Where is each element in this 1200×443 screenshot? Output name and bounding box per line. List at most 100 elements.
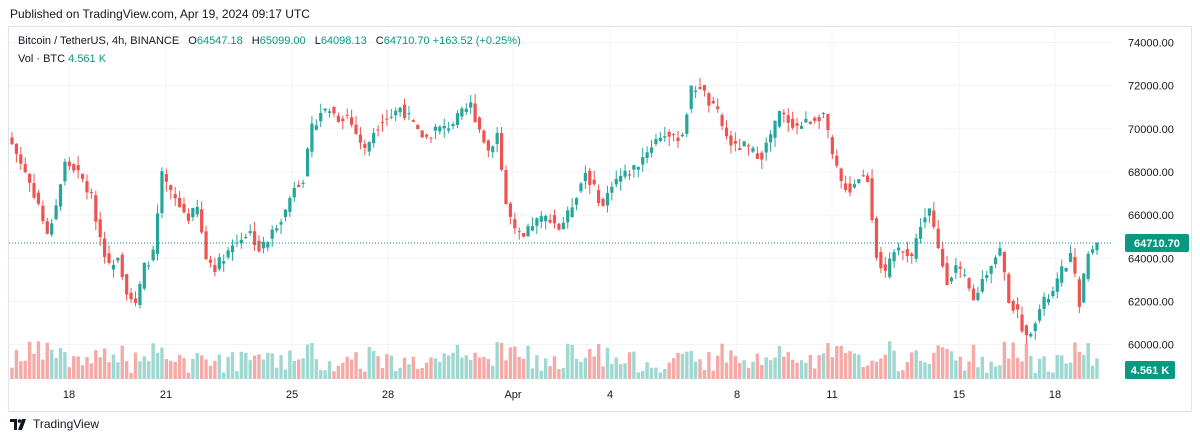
candle-body — [442, 126, 446, 129]
volume-bar — [751, 361, 755, 379]
volume-bar — [389, 355, 394, 379]
candle-body — [1060, 266, 1064, 283]
volume-bar — [349, 359, 354, 379]
volume-bar — [627, 352, 632, 379]
volume-bar — [433, 358, 438, 379]
volume-bar — [124, 361, 129, 379]
candle-body — [918, 227, 923, 239]
candle-body — [760, 152, 764, 160]
candle-body — [879, 252, 883, 269]
candle-body — [799, 125, 804, 129]
candle-body — [989, 265, 993, 274]
tradingview-logo-icon — [10, 418, 28, 430]
candle-body — [548, 219, 552, 223]
volume-bar — [10, 367, 14, 379]
candle-body — [923, 217, 927, 223]
last-volume-label: 4.561 K — [1131, 365, 1170, 377]
volume-bar — [222, 372, 226, 379]
candle-body — [191, 208, 195, 218]
candle-body — [777, 110, 782, 127]
volume-bar — [782, 356, 786, 379]
price-axis[interactable]: 74000.00 72000.00 70000.00 68000.00 66000.00… — [1128, 37, 1174, 351]
candle-body — [685, 114, 689, 134]
volume-bar — [888, 341, 892, 379]
last-price-line: 64710.70 4.561 K — [9, 233, 1189, 379]
volume-bar — [1060, 355, 1064, 379]
candle-body — [433, 126, 438, 131]
volume-bar — [711, 370, 715, 379]
grid — [9, 27, 1112, 383]
volume-bar — [160, 347, 164, 379]
candle-body — [469, 102, 473, 108]
candle-body — [372, 132, 376, 144]
candle-body — [266, 242, 270, 248]
volume-bar — [464, 355, 468, 379]
volume-bar — [857, 354, 861, 379]
volume-bar — [927, 363, 932, 379]
candle-body — [522, 233, 526, 237]
candle-body — [72, 164, 76, 171]
candle-body — [830, 137, 834, 155]
candle-body — [769, 134, 773, 143]
candle-body — [420, 130, 424, 138]
volume-bar — [36, 341, 41, 379]
candle-body — [275, 228, 279, 231]
candle-body — [791, 118, 795, 128]
candle-body — [566, 210, 570, 223]
candle-body — [178, 197, 182, 208]
candle-body — [76, 165, 80, 171]
candle-body — [866, 175, 870, 182]
volume-bar — [19, 361, 23, 379]
candle-body — [641, 157, 645, 165]
candle-body — [967, 278, 971, 289]
candle-body — [605, 193, 610, 206]
volume-bar — [252, 355, 257, 379]
candle-body — [499, 133, 504, 170]
volume-bar — [614, 357, 618, 379]
volume-bar — [795, 362, 799, 379]
candle-body — [976, 292, 980, 301]
candle-body — [720, 115, 724, 127]
time-axis[interactable]: 18 21 25 28 Apr 4 8 11 15 18 — [63, 389, 1061, 401]
volume-bar — [821, 353, 826, 379]
candle-body — [358, 134, 363, 143]
candle-body — [627, 174, 632, 176]
candle-body — [288, 198, 292, 212]
candle-body — [808, 121, 812, 124]
footer-brand[interactable]: TradingView — [10, 417, 99, 431]
volume-bar — [438, 361, 442, 379]
candle-body — [861, 175, 865, 177]
volume-bar — [261, 359, 266, 379]
volume-bar — [932, 352, 936, 379]
volume-bar — [790, 359, 795, 379]
volume-bar — [671, 358, 676, 379]
candle-body — [579, 183, 583, 192]
candle-body — [270, 229, 274, 239]
volume-bar — [808, 354, 813, 379]
volume-bar — [645, 362, 649, 379]
candle-body — [733, 140, 737, 144]
volume-bar — [151, 343, 155, 379]
volume-bar — [680, 353, 685, 379]
volume-bar — [632, 351, 636, 379]
volume-bar — [345, 356, 349, 379]
volume-bar — [486, 359, 491, 379]
volume-bar — [1046, 371, 1051, 379]
volume-bar — [155, 352, 160, 379]
candle-body — [755, 153, 759, 159]
volume-bar — [41, 359, 45, 379]
volume-bar — [45, 342, 49, 379]
candle-body — [826, 113, 830, 131]
candle-body — [195, 206, 199, 215]
volume-bar — [76, 356, 80, 379]
candle-body — [910, 253, 914, 256]
volume-bar — [164, 359, 169, 379]
candle-body — [495, 133, 499, 145]
volume-bar — [967, 361, 971, 379]
volume-bar — [579, 361, 583, 379]
volume-value: 4.561 K — [68, 53, 107, 65]
candle-body — [297, 184, 301, 188]
candle-body — [341, 118, 345, 122]
volume-bar — [116, 362, 120, 379]
